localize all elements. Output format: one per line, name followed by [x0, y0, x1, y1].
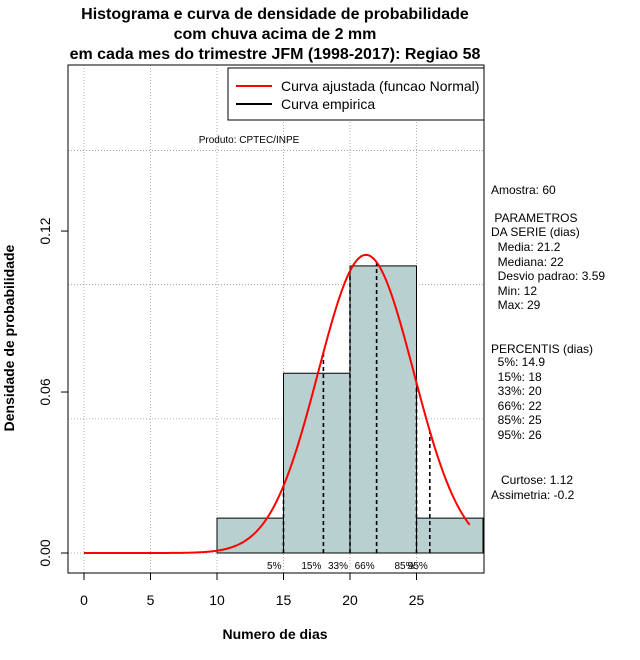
normal-curve	[84, 253, 471, 554]
x-tick-label: 0	[80, 592, 88, 608]
percentile-labels: 5% 15% 33% 66% 85%95%	[267, 561, 428, 572]
y-axis: 0.00 0.06 0.12	[37, 217, 68, 567]
param-max: Max: 29	[491, 298, 541, 312]
histogram-bar	[416, 517, 484, 554]
y-tick-label: 0.06	[37, 378, 53, 405]
param-desvio: Desvio padrao: 3.59	[491, 269, 606, 283]
y-tick-label: 0.12	[37, 217, 53, 244]
percentile-label: 5%	[267, 561, 282, 572]
percentile-label: 66%	[355, 561, 375, 572]
percentile-lines	[282, 262, 431, 553]
histogram-bars	[216, 265, 484, 554]
product-label: Produto: CPTEC/INPE	[199, 135, 300, 146]
x-tick-label: 10	[209, 592, 225, 608]
y-axis-label: Densidade de probabilidade	[1, 244, 17, 432]
param-title: PARAMETROS	[491, 211, 578, 225]
percentil-5: 5%: 14.9	[491, 355, 546, 369]
param-media: Media: 21.2	[491, 240, 561, 254]
chart-title-line-2: com chuva acima de 2 mm	[173, 26, 377, 43]
histogram-bar	[349, 265, 417, 554]
percentil-95: 95%: 26	[491, 428, 542, 442]
x-tick-label: 15	[276, 592, 292, 608]
chart-title-line-3: em cada mes do trimestre JFM (1998-2017)…	[69, 46, 481, 63]
x-axis: 0 5 10 15 20 25	[80, 572, 425, 608]
percentil-33: 33%: 20	[491, 384, 542, 398]
percentile-label: 95%	[408, 561, 428, 572]
x-tick-label: 25	[409, 592, 425, 608]
percentile-label: 33%	[328, 561, 348, 572]
chart-title-line-1: Histograma e curva de densidade de proba…	[81, 6, 469, 23]
legend-label-empirical: Curva empirica	[281, 96, 375, 112]
assimetria: Assimetria: -0.2	[491, 488, 575, 502]
param-mediana: Mediana: 22	[491, 255, 564, 269]
percentil-85: 85%: 25	[491, 413, 542, 427]
histogram-bar	[283, 372, 351, 554]
legend: Curva ajustada (funcao Normal) Curva emp…	[227, 67, 485, 121]
y-tick-label: 0.00	[37, 539, 53, 566]
x-axis-label: Numero de dias	[222, 626, 328, 642]
sample-size: Amostra: 60	[491, 183, 556, 197]
percentil-66: 66%: 22	[491, 399, 542, 413]
x-tick-label: 20	[342, 592, 358, 608]
legend-box	[227, 67, 485, 121]
param-subtitle: DA SERIE (dias)	[491, 225, 580, 239]
legend-label-normal: Curva ajustada (funcao Normal)	[281, 78, 479, 94]
histogram-bar	[216, 517, 284, 554]
x-tick-label: 5	[147, 592, 155, 608]
percentis-title: PERCENTIS (dias)	[491, 342, 594, 356]
curtose: Curtose: 1.12	[491, 473, 574, 487]
percentile-label: 85%	[394, 561, 414, 572]
percentil-15: 15%: 18	[491, 370, 542, 384]
percentile-label: 15%	[301, 561, 321, 572]
param-min: Min: 12	[491, 284, 538, 298]
normal-fit-curve	[84, 253, 471, 554]
